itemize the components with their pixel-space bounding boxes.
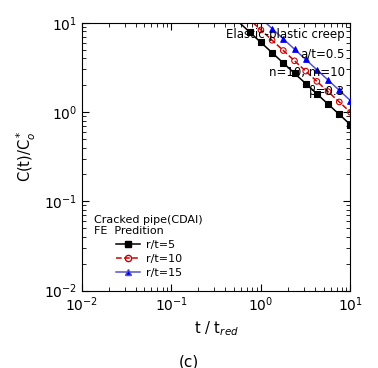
Point bbox=[336, 99, 342, 105]
Point bbox=[269, 37, 275, 43]
Point bbox=[347, 122, 353, 128]
Point bbox=[280, 60, 286, 66]
Point bbox=[314, 67, 320, 73]
Point bbox=[280, 47, 286, 53]
Point bbox=[258, 27, 264, 33]
Legend: r/t=5, r/t=10, r/t=15: r/t=5, r/t=10, r/t=15 bbox=[90, 210, 208, 282]
Point bbox=[303, 57, 309, 63]
Point bbox=[336, 87, 342, 93]
Point bbox=[291, 46, 297, 52]
Point bbox=[314, 91, 320, 97]
Point bbox=[269, 50, 275, 56]
Point bbox=[291, 58, 297, 64]
Point bbox=[303, 81, 309, 86]
Point bbox=[280, 36, 286, 42]
Text: (c): (c) bbox=[179, 354, 199, 368]
Y-axis label: C(t)/C$_o^*$: C(t)/C$_o^*$ bbox=[15, 131, 38, 183]
Text: Elastic-plastic creep
a/t=0.5
n=10, m=10
β=0.3: Elastic-plastic creep a/t=0.5 n=10, m=10… bbox=[226, 28, 345, 98]
Point bbox=[347, 98, 353, 103]
Point bbox=[325, 89, 331, 95]
Point bbox=[347, 109, 353, 115]
Point bbox=[303, 68, 309, 74]
Point bbox=[258, 39, 264, 45]
Point bbox=[269, 26, 275, 32]
Point bbox=[247, 29, 253, 35]
Point bbox=[291, 70, 297, 76]
Point bbox=[336, 112, 342, 117]
Point bbox=[325, 77, 331, 83]
Point bbox=[325, 101, 331, 107]
Point bbox=[314, 78, 320, 84]
X-axis label: t / t$_{red}$: t / t$_{red}$ bbox=[194, 319, 239, 338]
